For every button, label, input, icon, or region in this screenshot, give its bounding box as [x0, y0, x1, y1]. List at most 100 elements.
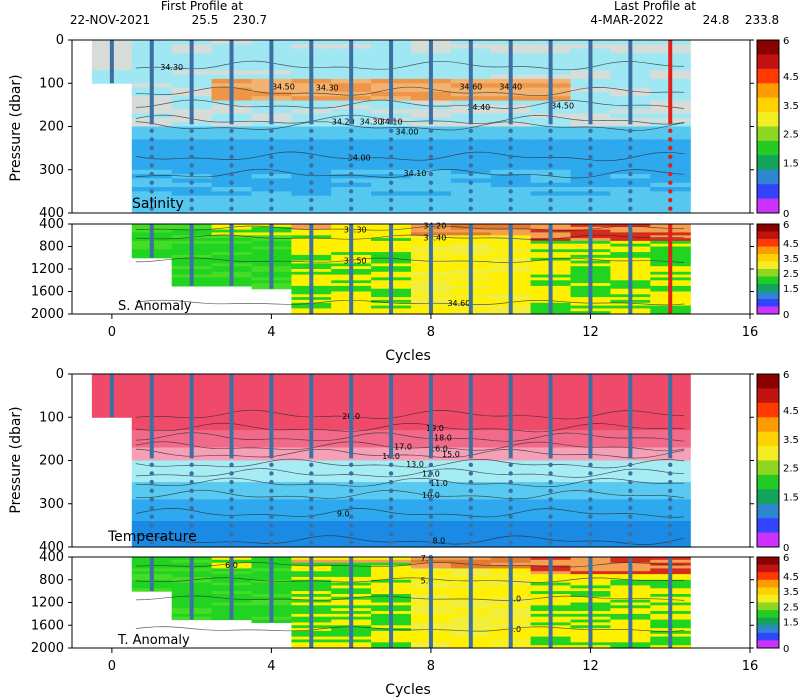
- salinity-panel-label: Salinity: [132, 196, 184, 212]
- salinity-panel: 34.3034.5034.3034.6034.4034.4034.5034.20…: [39, 33, 754, 221]
- profile-point: [508, 531, 513, 537]
- profile-point: [508, 154, 513, 159]
- y-tick-label: 1200: [31, 262, 64, 277]
- profile-point: [588, 462, 593, 468]
- profile-point: [628, 145, 633, 151]
- profile-point: [309, 540, 314, 545]
- contour-line: [135, 468, 685, 478]
- y-tick-label: 300: [39, 163, 64, 178]
- profile-point: [348, 523, 354, 528]
- profile-point: [548, 145, 553, 151]
- profile-point: [588, 163, 593, 168]
- profile-point: [149, 462, 154, 468]
- profile-point: [428, 471, 434, 476]
- last-profile-date: 4-MAR-2022: [590, 13, 663, 27]
- colorbar-frame: [756, 39, 780, 214]
- contour-label: 34.40: [467, 103, 490, 112]
- profile-point: [468, 514, 474, 519]
- contour-label: 5.0: [421, 576, 434, 585]
- profile-point: [229, 163, 234, 168]
- colorbar-swatch: [757, 446, 779, 461]
- contour-label: 34.20: [423, 222, 446, 231]
- colorbar-swatch: [757, 417, 779, 433]
- salinity-anomaly-colorbar: 6 4.5 3.5 2.5 1.5 0: [756, 220, 799, 321]
- profile-point: [428, 505, 434, 511]
- temperature-panel: 20.019.018.017.016.015.014.013.012.011.0…: [39, 367, 754, 555]
- profile-point: [229, 154, 234, 159]
- profile-point: [388, 171, 394, 177]
- contour-line: [135, 422, 685, 433]
- profile-point: [628, 514, 633, 519]
- colorbar-swatch: [757, 284, 779, 292]
- contour-line: [135, 99, 685, 109]
- contour-line: [135, 225, 685, 231]
- profile-point: [508, 128, 513, 134]
- profile-point: [149, 145, 154, 151]
- colorbar-swatch: [757, 388, 779, 404]
- colorbar-swatch: [757, 594, 779, 603]
- profile-markers: [149, 557, 673, 648]
- profile-point: [508, 523, 513, 528]
- profile-point: [388, 479, 394, 485]
- profile-point: [189, 540, 194, 545]
- profile-point: [229, 145, 234, 151]
- profile-point: [309, 523, 314, 528]
- profile-point: [588, 497, 593, 502]
- profile-point: [309, 128, 314, 134]
- profile-point: [588, 189, 593, 194]
- colorbar-frame: [756, 373, 780, 548]
- profile-point: [428, 128, 434, 134]
- salinity-anomaly-label: S. Anomaly: [118, 299, 192, 314]
- colorbar-tick-label: 1.5: [783, 159, 799, 170]
- profile-point: [229, 488, 234, 493]
- profile-point: [548, 488, 553, 493]
- profile-point: [468, 189, 474, 194]
- profile-point: [309, 171, 314, 177]
- profile-point: [588, 531, 593, 537]
- profile-point: [588, 488, 593, 493]
- profile-point: [628, 505, 633, 511]
- colorbar-tick-label: 4.5: [783, 239, 799, 250]
- profile-point: [428, 137, 434, 142]
- y-tick-label: 1200: [31, 596, 64, 611]
- profile-point: [668, 154, 673, 159]
- profile-point: [309, 137, 314, 142]
- profile-point: [229, 505, 234, 511]
- profile-point: [388, 137, 394, 142]
- profile-point: [468, 523, 474, 528]
- profile-point: [668, 479, 673, 485]
- profile-point: [229, 128, 234, 134]
- profile-point: [628, 189, 633, 194]
- profile-point: [668, 488, 673, 493]
- colorbar-swatch: [757, 83, 779, 99]
- contour-lines: 34.30 34.20 34.40 34.50 34.60: [135, 222, 685, 308]
- profile-point: [668, 497, 673, 502]
- profile-point: [388, 531, 394, 537]
- profile-point: [388, 163, 394, 168]
- y-tick-label: 300: [39, 497, 64, 512]
- colorbar-swatch: [757, 231, 779, 240]
- contour-label: 34.50: [272, 82, 295, 91]
- colorbar-tick-label: 4.5: [783, 406, 799, 417]
- contour-label: 34.60: [447, 299, 470, 308]
- colorbar-swatch: [757, 126, 779, 142]
- contour-lines: 34.3034.5034.3034.6034.4034.4034.5034.20…: [135, 60, 685, 179]
- profile-point: [508, 540, 513, 545]
- profile-point: [548, 497, 553, 502]
- profile-point: [668, 189, 673, 194]
- y-tick-label: 400: [39, 206, 64, 221]
- profile-point: [149, 171, 154, 177]
- colorbar-tick-label: 4.5: [783, 72, 799, 83]
- colorbar-tick-label: 1.5: [783, 284, 799, 295]
- profile-point: [348, 171, 354, 177]
- profile-point: [189, 514, 194, 519]
- profile-point: [309, 531, 314, 537]
- profile-point: [229, 197, 234, 203]
- contour-label: 34.30: [344, 226, 367, 235]
- x-tick-label: 8: [427, 325, 435, 340]
- colorbar-swatch: [757, 155, 779, 171]
- profile-point: [269, 488, 274, 493]
- profile-point: [229, 137, 234, 142]
- profile-point: [388, 206, 394, 211]
- profile-point: [149, 189, 154, 194]
